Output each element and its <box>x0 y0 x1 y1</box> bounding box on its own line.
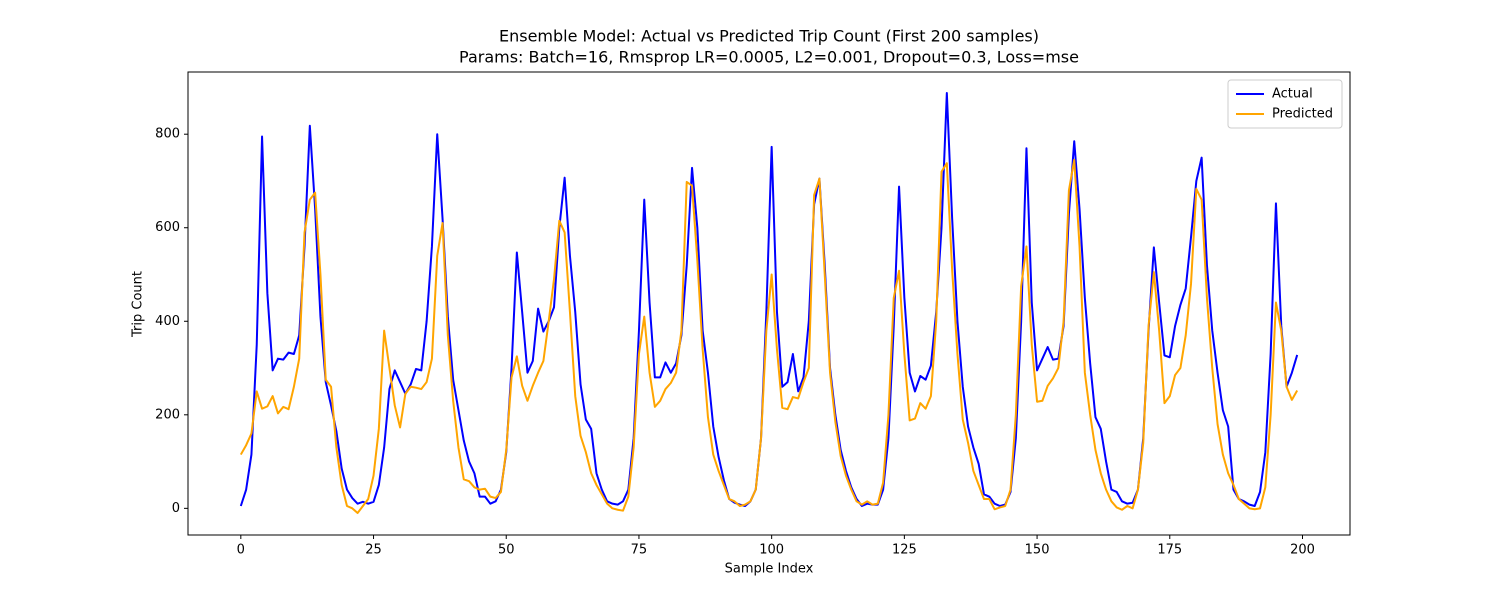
legend-box <box>1227 79 1343 129</box>
x-tick-label: 150 <box>1025 543 1050 558</box>
y-tick-label: 800 <box>155 127 180 142</box>
chart-title: Ensemble Model: Actual vs Predicted Trip… <box>499 27 1039 46</box>
plot-frame <box>187 71 1351 536</box>
x-tick-label: 25 <box>365 543 382 558</box>
y-tick-label: 0 <box>172 501 180 516</box>
legend-label: Actual <box>1272 87 1313 102</box>
x-tick-label: 50 <box>498 543 515 558</box>
legend-label: Predicted <box>1272 107 1333 122</box>
y-tick-label: 400 <box>155 314 180 329</box>
x-tick-label: 175 <box>1157 543 1182 558</box>
y-axis-label: Trip Count <box>131 271 146 338</box>
series-line <box>239 92 1299 507</box>
chart-subtitle: Params: Batch=16, Rmsprop LR=0.0005, L2=… <box>459 48 1079 67</box>
x-tick-label: 100 <box>759 543 784 558</box>
x-tick-label: 125 <box>892 543 917 558</box>
x-axis-label: Sample Index <box>725 562 814 577</box>
x-tick-label: 200 <box>1290 543 1315 558</box>
y-tick-label: 200 <box>155 407 180 422</box>
x-tick-label: 75 <box>631 543 648 558</box>
x-tick-label: 0 <box>237 543 245 558</box>
series-line <box>239 158 1299 515</box>
y-tick-label: 600 <box>155 220 180 235</box>
